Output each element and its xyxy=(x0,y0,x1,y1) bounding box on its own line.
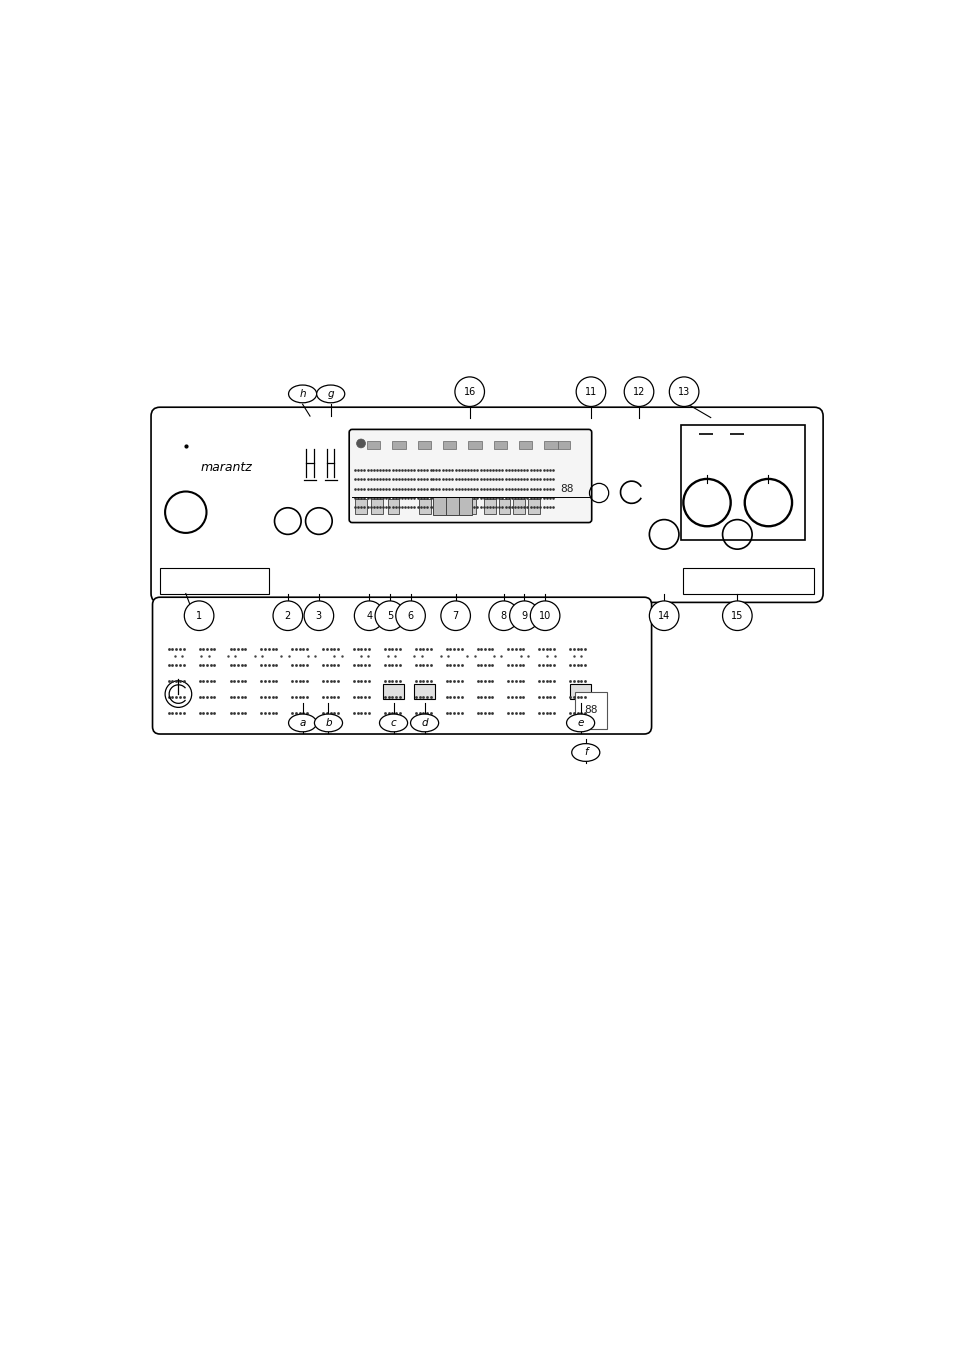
Text: 1: 1 xyxy=(195,611,202,620)
Text: 3: 3 xyxy=(315,611,321,620)
Bar xyxy=(468,442,481,449)
Bar xyxy=(433,497,446,515)
Ellipse shape xyxy=(288,715,316,732)
Text: d: d xyxy=(421,717,428,728)
Bar xyxy=(493,442,506,449)
Text: 16: 16 xyxy=(463,386,476,397)
Text: 15: 15 xyxy=(730,611,742,620)
Circle shape xyxy=(576,377,605,407)
Bar xyxy=(417,442,431,449)
Bar xyxy=(528,499,539,513)
Bar xyxy=(442,442,456,449)
Text: 6: 6 xyxy=(407,611,414,620)
Text: 8: 8 xyxy=(500,611,506,620)
Bar xyxy=(574,692,607,728)
Ellipse shape xyxy=(379,715,407,732)
Text: 4: 4 xyxy=(366,611,372,620)
Circle shape xyxy=(669,377,699,407)
Circle shape xyxy=(440,601,470,631)
Bar xyxy=(518,442,532,449)
Bar xyxy=(160,567,269,593)
Circle shape xyxy=(395,601,425,631)
Text: 10: 10 xyxy=(538,611,551,620)
Text: 88: 88 xyxy=(583,705,598,715)
Bar xyxy=(498,499,510,513)
Bar xyxy=(463,499,476,513)
Text: g: g xyxy=(327,389,334,399)
Circle shape xyxy=(623,377,653,407)
Text: 2: 2 xyxy=(284,611,291,620)
Text: h: h xyxy=(299,389,306,399)
Text: 14: 14 xyxy=(658,611,670,620)
Bar xyxy=(414,684,435,698)
Bar xyxy=(367,442,380,449)
Text: 9: 9 xyxy=(520,611,527,620)
Bar xyxy=(682,567,813,593)
Circle shape xyxy=(649,601,679,631)
Ellipse shape xyxy=(410,715,438,732)
Bar xyxy=(419,499,431,513)
Bar xyxy=(371,499,383,513)
Bar xyxy=(680,426,804,539)
Bar xyxy=(558,442,569,449)
Bar xyxy=(392,442,405,449)
Ellipse shape xyxy=(566,715,594,732)
Ellipse shape xyxy=(288,385,316,403)
Bar xyxy=(570,684,590,698)
Circle shape xyxy=(354,601,383,631)
Circle shape xyxy=(356,439,365,449)
Bar xyxy=(387,499,399,513)
Ellipse shape xyxy=(571,743,599,762)
Circle shape xyxy=(184,601,213,631)
Text: marantz: marantz xyxy=(200,461,252,474)
Text: c: c xyxy=(391,717,396,728)
Circle shape xyxy=(304,601,334,631)
Text: 5: 5 xyxy=(386,611,393,620)
FancyBboxPatch shape xyxy=(152,597,651,734)
Bar xyxy=(355,499,367,513)
Text: 7: 7 xyxy=(452,611,458,620)
Circle shape xyxy=(375,601,404,631)
Bar xyxy=(383,684,403,698)
Bar xyxy=(458,497,472,515)
Bar xyxy=(513,499,524,513)
Text: f: f xyxy=(583,747,587,758)
Circle shape xyxy=(721,601,751,631)
Bar xyxy=(544,442,558,449)
Ellipse shape xyxy=(314,715,342,732)
Text: b: b xyxy=(325,717,332,728)
Text: 88: 88 xyxy=(559,484,573,493)
Bar xyxy=(449,499,460,513)
Circle shape xyxy=(530,601,559,631)
Circle shape xyxy=(488,601,518,631)
Text: 13: 13 xyxy=(678,386,690,397)
Ellipse shape xyxy=(316,385,344,403)
Text: a: a xyxy=(299,717,306,728)
Bar xyxy=(446,497,459,515)
Bar xyxy=(434,499,446,513)
Text: e: e xyxy=(577,717,583,728)
FancyBboxPatch shape xyxy=(349,430,591,523)
Circle shape xyxy=(509,601,538,631)
Circle shape xyxy=(455,377,484,407)
FancyBboxPatch shape xyxy=(151,407,822,603)
Text: 11: 11 xyxy=(584,386,597,397)
Text: 12: 12 xyxy=(632,386,644,397)
Bar xyxy=(483,499,495,513)
Circle shape xyxy=(273,601,302,631)
